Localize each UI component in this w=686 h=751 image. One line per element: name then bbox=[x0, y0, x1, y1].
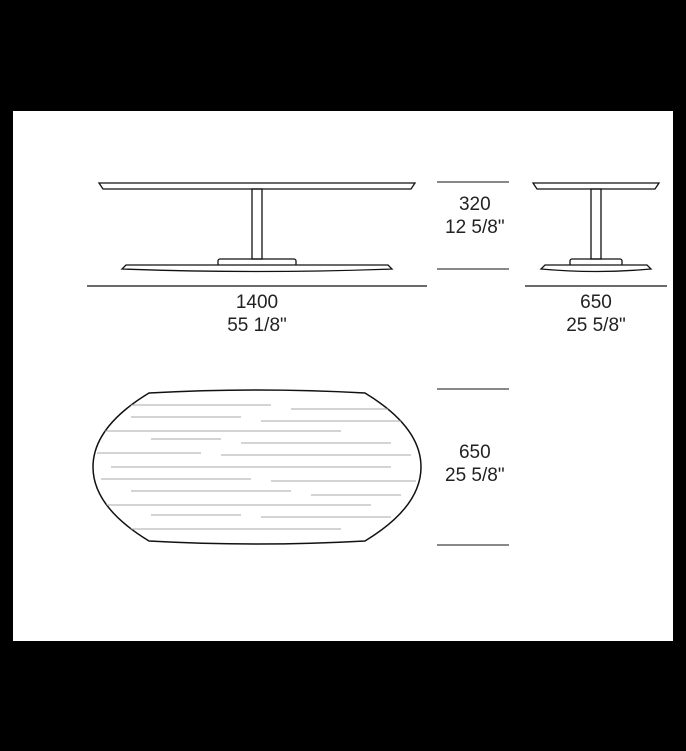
dim-mm: 1400 bbox=[236, 292, 278, 313]
dim-height-label: 320 12 5/8" bbox=[445, 193, 505, 241]
plan-view bbox=[91, 387, 423, 547]
dim-mm: 650 bbox=[459, 442, 491, 463]
dim-top-depth-label: 650 25 5/8" bbox=[445, 441, 505, 489]
dim-imperial: 12 5/8" bbox=[445, 217, 505, 238]
dim-mm: 650 bbox=[580, 292, 612, 313]
dim-mm: 320 bbox=[459, 194, 491, 215]
dim-side-width-label: 650 25 5/8" bbox=[519, 291, 673, 339]
dim-imperial: 25 5/8" bbox=[445, 465, 505, 486]
dim-front-width-label: 1400 55 1/8" bbox=[13, 291, 501, 339]
side-elevation bbox=[529, 175, 663, 285]
dim-imperial: 25 5/8" bbox=[566, 315, 626, 336]
drawing-sheet: 320 12 5/8" 1400 55 1/8" 650 25 5/8" 650… bbox=[13, 111, 673, 641]
dim-imperial: 55 1/8" bbox=[227, 315, 287, 336]
front-elevation bbox=[91, 175, 423, 285]
